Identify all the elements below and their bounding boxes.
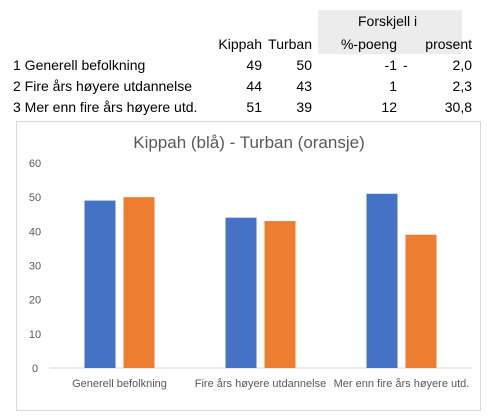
row-diff-pp: 1 bbox=[389, 78, 397, 94]
row-diff-pct: 2,0 bbox=[452, 57, 472, 73]
col-header-pct: prosent bbox=[425, 36, 472, 52]
row-label: 1 Generell befolkning bbox=[13, 57, 146, 73]
y-tick-label: 0 bbox=[32, 363, 38, 375]
chart-canvas: Kippah (blå) - Turban (oransje) 0 10 20 30 4… bbox=[29, 133, 472, 390]
x-category-label: Fire års høyere utdannelse bbox=[195, 378, 326, 390]
bar-chart: Kippah (blå) - Turban (oransje) 0 10 20 30 4… bbox=[16, 121, 481, 411]
x-category-label: Generell befolkning bbox=[72, 378, 167, 390]
y-tick-label: 60 bbox=[29, 158, 41, 170]
bar bbox=[225, 217, 257, 368]
y-tick-label: 10 bbox=[29, 329, 41, 341]
y-tick-label: 30 bbox=[29, 261, 41, 273]
row-kippah: 49 bbox=[246, 57, 262, 73]
y-tick-label: 50 bbox=[29, 192, 41, 204]
row-diff-pct: 30,8 bbox=[444, 99, 472, 115]
chart-marks: 0 10 20 30 40 50 60 Generell befolkning Fire års… bbox=[29, 158, 472, 390]
header-shade bbox=[318, 10, 462, 54]
col-header-pp: %-poeng bbox=[340, 36, 397, 52]
row-diff-pct: 2,3 bbox=[452, 78, 472, 94]
row-turban: 50 bbox=[296, 57, 312, 73]
bar bbox=[405, 234, 437, 368]
row-label: 3 Mer enn fire års høyere utd. bbox=[13, 99, 198, 115]
row-label: 2 Fire års høyere utdannelse bbox=[13, 78, 192, 94]
x-category-label: Mer enn fire års høyere utd. bbox=[334, 378, 470, 390]
col-header-turban: Turban bbox=[268, 36, 312, 52]
y-tick-label: 40 bbox=[29, 226, 41, 238]
row-kippah: 44 bbox=[246, 78, 262, 94]
bar bbox=[264, 221, 296, 368]
row-kippah: 51 bbox=[246, 99, 262, 115]
row-turban: 43 bbox=[296, 78, 312, 94]
bar bbox=[84, 200, 116, 368]
col-header-kippah: Kippah bbox=[218, 36, 262, 52]
bar bbox=[366, 193, 398, 368]
row-diff-pp: -1 bbox=[384, 57, 397, 73]
chart-title: Kippah (blå) - Turban (oransje) bbox=[133, 133, 365, 152]
row-dash: - bbox=[403, 57, 408, 73]
row-turban: 39 bbox=[296, 99, 312, 115]
group-header: Forskjell i bbox=[358, 13, 418, 29]
y-tick-label: 20 bbox=[29, 295, 41, 307]
row-diff-pp: 12 bbox=[381, 99, 397, 115]
bar bbox=[123, 197, 155, 368]
